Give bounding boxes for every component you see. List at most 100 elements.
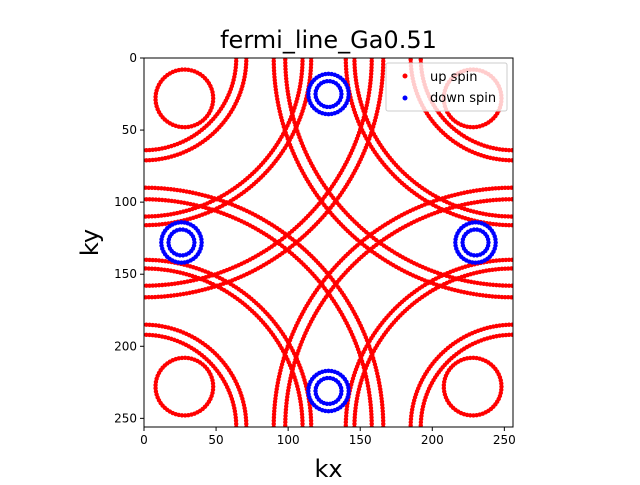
down-spin-contour-5 [453,220,498,265]
up-spin-point [243,418,249,423]
up-spin-point [308,412,313,417]
up-spin-point [179,355,185,361]
down-spin-point [327,401,333,407]
up-spin-point [513,158,517,162]
up-spin-point [152,185,158,191]
up-spin-point [308,415,314,420]
up-spin-point [380,71,385,77]
up-spin-point [370,428,374,432]
up-spin-point [502,214,508,219]
down-spin-point [473,220,478,225]
up-spin-point [510,322,513,327]
up-spin-point [144,158,149,163]
up-spin-point [147,257,152,263]
up-spin-point [380,77,385,83]
down-spin-point [476,260,481,265]
up-spin-point [343,413,349,419]
up-spin-point [344,410,349,415]
up-spin-point [152,294,158,300]
up-spin-point [300,58,305,64]
up-spin-point [343,416,349,422]
up-spin-point [271,62,277,67]
up-spin-point [380,405,385,411]
up-spin-point [500,257,505,263]
up-spin-point [156,294,161,300]
up-spin-point [283,58,288,62]
up-spin-point [144,332,149,337]
up-spin-contour-23 [283,197,513,427]
up-spin-point [147,322,152,328]
up-spin-point [138,197,142,201]
up-spin-point [490,294,495,299]
y-tick-label: 50 [122,123,137,137]
up-spin-point [156,185,161,191]
up-spin-point [503,197,509,202]
up-spin-point [152,266,158,272]
y-tick-label: 200 [114,339,137,353]
up-spin-point [283,410,288,415]
up-spin-point [509,266,513,271]
up-spin-point [162,294,167,299]
up-spin-point [352,58,357,64]
up-spin-point [283,63,288,69]
up-spin-point [497,197,502,202]
up-spin-contour-11 [441,355,504,418]
up-spin-point [352,68,358,73]
up-spin-point [147,157,152,163]
up-spin-point [497,258,502,263]
up-spin-point [272,71,277,77]
up-spin-point [272,408,277,414]
up-spin-point [144,197,149,202]
up-spin-point [163,282,168,287]
down-spin-point [327,104,333,110]
up-spin-point [153,258,159,263]
up-spin-contour-7 [408,322,513,427]
up-spin-point [147,147,152,153]
down-spin-point [179,260,184,265]
up-spin-point [499,294,505,300]
up-spin-point [496,185,501,191]
up-spin-point [234,428,238,432]
down-spin-point [485,237,491,242]
down-spin-point [338,385,344,391]
up-spin-point [344,70,349,75]
down-spin-point [306,91,311,97]
down-spin-point [326,112,331,117]
x-tick-label: 150 [349,433,372,447]
up-spin-point [300,65,305,70]
up-spin-point [244,58,249,64]
up-spin-point [471,355,476,361]
down-spin-contour-6 [313,375,344,407]
plot-area-frame [143,57,514,428]
up-spin-point [186,413,191,418]
up-spin-point [147,197,152,202]
down-spin-point [176,220,181,225]
up-spin-point [502,294,508,300]
up-spin-point [233,418,239,423]
down-spin-point [159,243,164,248]
up-spin-point [368,405,374,411]
up-spin-point [513,223,517,227]
up-spin-point [300,418,305,423]
up-spin-point [186,124,191,130]
up-spin-contour-25 [271,58,513,300]
up-spin-point [271,415,277,420]
up-spin-point [272,81,278,86]
up-spin-point [494,258,499,263]
up-spin-point [418,58,423,62]
down-spin-point [338,88,344,94]
up-spin-point [506,322,512,327]
up-spin-point [308,68,313,73]
up-spin-point [468,355,473,361]
up-spin-point [138,148,142,152]
up-spin-point [380,68,386,73]
y-tick-label: 250 [114,411,137,425]
up-spin-contour-24 [144,58,386,300]
up-spin-point [441,386,447,391]
up-spin-point [144,322,149,327]
up-spin-contour-2 [144,332,239,432]
up-spin-point [160,282,165,288]
y-tick-label: 150 [114,267,137,281]
up-spin-point [271,68,277,73]
up-spin-point [271,58,276,61]
